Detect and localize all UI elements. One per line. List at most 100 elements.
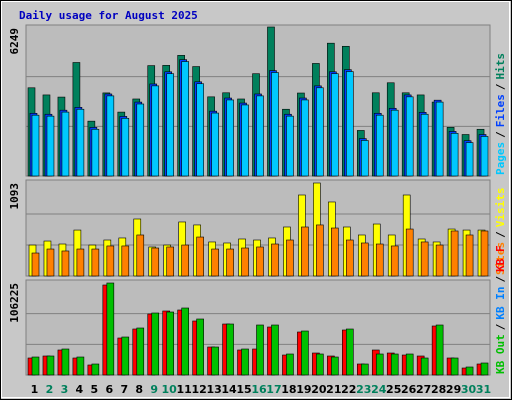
bar (106, 282, 115, 376)
x-tick-label: 5 (91, 383, 99, 396)
bar (136, 234, 145, 277)
bar (450, 357, 459, 376)
x-tick-label: 30 (461, 383, 477, 396)
x-tick-label: 29 (446, 383, 461, 396)
bar (480, 230, 489, 277)
bar (450, 133, 459, 177)
bar (420, 357, 429, 376)
legend-separator: / (494, 323, 507, 330)
x-tick-label: 13 (206, 383, 221, 396)
bar (196, 83, 204, 177)
bar (465, 234, 474, 277)
bar (166, 311, 175, 376)
x-tick-label: 4 (76, 383, 84, 396)
bar (316, 87, 324, 177)
bar (91, 363, 100, 376)
legend-entry: KB Out (494, 334, 507, 374)
bar (46, 355, 55, 376)
bar (480, 136, 489, 177)
bar (405, 353, 414, 376)
bar (346, 71, 354, 177)
bar (375, 353, 384, 376)
bar (405, 228, 414, 277)
bar (390, 353, 399, 376)
bar (435, 101, 444, 177)
legend: Sites / Visits (494, 188, 507, 276)
legend: KB Out / KB In / KB F (494, 245, 507, 374)
bar (420, 241, 429, 277)
x-tick-label: 31 (476, 383, 491, 396)
bar (390, 245, 399, 277)
x-tick-label: 16 (251, 383, 267, 396)
bar (226, 99, 234, 177)
bar (76, 248, 85, 277)
x-tick-label: 23 (356, 383, 371, 396)
bar (151, 85, 160, 177)
legend-separator: / (494, 276, 507, 283)
bar (31, 356, 40, 376)
x-tick-label: 8 (135, 383, 143, 396)
bar (465, 366, 474, 376)
bar (360, 242, 369, 277)
bar (316, 224, 324, 277)
y-max-label: 6249 (8, 28, 21, 55)
bar (480, 362, 489, 376)
legend-entry: Hits (494, 53, 507, 80)
bar (286, 115, 294, 177)
y-max-label: 1093 (8, 183, 21, 210)
x-tick-label: 15 (236, 383, 251, 396)
bar (346, 239, 354, 277)
bar (106, 245, 115, 277)
legend-separator: / (494, 131, 507, 138)
bar (91, 128, 100, 177)
x-tick-label: 14 (221, 383, 237, 396)
bar (241, 247, 249, 277)
bar (121, 245, 130, 277)
bar (226, 323, 234, 376)
bar (181, 307, 189, 376)
bar (435, 244, 444, 277)
legend-separator: / (494, 83, 507, 90)
bar (31, 252, 40, 277)
bar (435, 324, 444, 376)
x-tick-label: 17 (266, 383, 281, 396)
x-tick-label: 12 (191, 383, 206, 396)
x-tick-label: 22 (341, 383, 356, 396)
x-tick-label: 21 (326, 383, 341, 396)
bar (241, 104, 249, 177)
x-tick-label: 19 (296, 383, 311, 396)
x-tick-label: 18 (281, 383, 296, 396)
chart-title: Daily usage for August 2025 (19, 9, 198, 22)
bar (301, 99, 309, 177)
bar (331, 356, 339, 376)
x-tick-label: 2 (46, 383, 54, 396)
bar (331, 227, 339, 277)
bar (256, 324, 264, 376)
bar (360, 140, 369, 177)
x-tick-label: 6 (105, 383, 113, 396)
legend-entry: Visits (494, 188, 507, 228)
bar (420, 113, 429, 177)
bar (390, 109, 399, 177)
bar (331, 73, 339, 177)
bar (286, 353, 294, 376)
bar (61, 348, 70, 376)
bar (301, 330, 309, 376)
bar (76, 108, 85, 177)
legend-entry: Pages (494, 142, 507, 175)
bar (211, 112, 219, 177)
bar (226, 248, 234, 277)
x-tick-label: 9 (150, 383, 158, 396)
bar (316, 353, 324, 376)
y-max-label: 106225 (8, 283, 21, 323)
bar (121, 336, 130, 376)
x-tick-label: 26 (401, 383, 417, 396)
bar (136, 103, 145, 177)
legend: Pages / Files / Hits (494, 53, 507, 175)
bar (31, 114, 40, 177)
x-tick-label: 27 (416, 383, 431, 396)
bar (151, 247, 160, 277)
legend-entry: Sites (494, 242, 507, 275)
